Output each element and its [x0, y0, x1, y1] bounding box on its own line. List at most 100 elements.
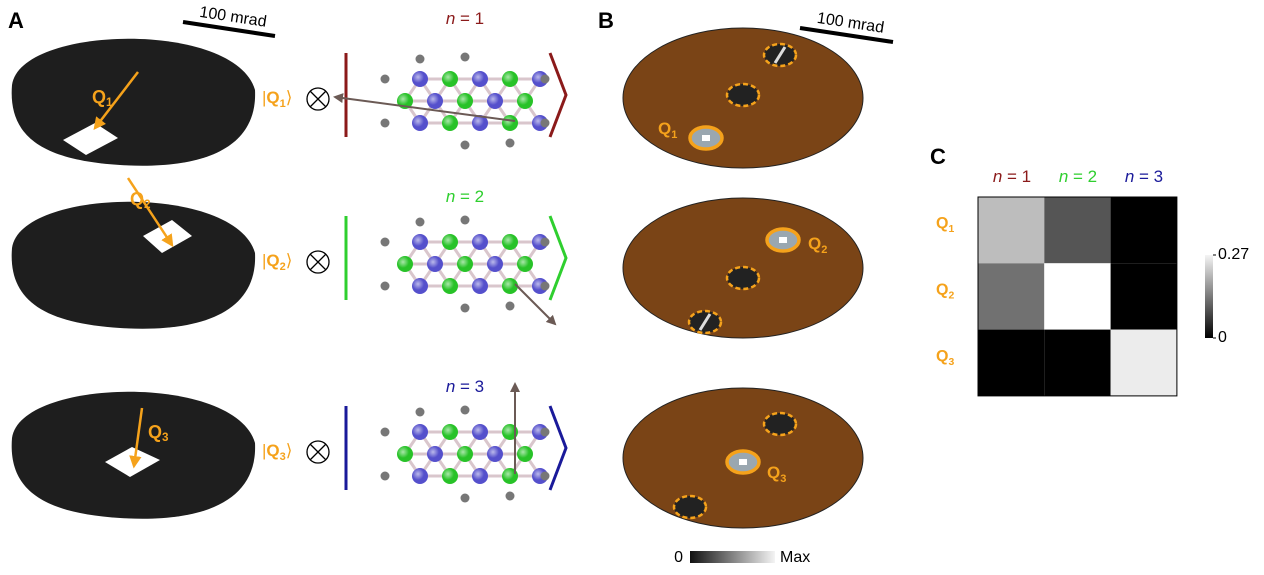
atom-shine — [442, 278, 454, 290]
atom-small — [541, 119, 550, 128]
mode-var: n — [446, 377, 455, 396]
atom-shine — [442, 424, 454, 436]
mode-label: n = 1 — [993, 167, 1031, 186]
q-main: Q — [767, 463, 780, 482]
heatmap-cell — [1044, 330, 1110, 396]
spot-dark — [764, 413, 796, 435]
atom-shine — [517, 93, 529, 105]
atom-shine — [502, 278, 514, 290]
atom-shine — [397, 446, 409, 458]
atom-small — [381, 428, 390, 437]
detector-a — [12, 202, 255, 329]
atom-small — [461, 304, 470, 313]
heatmap-cell — [1111, 197, 1177, 263]
atom-small — [461, 216, 470, 225]
atom-small — [461, 141, 470, 150]
panel-label: B — [598, 8, 614, 33]
panel-label: C — [930, 144, 946, 169]
atom-shine — [487, 256, 499, 268]
spot-core — [702, 135, 710, 141]
atom-shine — [412, 115, 424, 127]
mode-rest: = 2 — [455, 187, 484, 206]
otimes-x — [310, 444, 326, 460]
mode-label: n = 3 — [446, 377, 484, 396]
heatmap-cell — [978, 330, 1044, 396]
row-label: Q2 — [936, 282, 954, 302]
q-sub: 2 — [821, 244, 827, 256]
atom-shine — [442, 71, 454, 83]
ket-main: Q — [266, 88, 279, 107]
spot-dark — [674, 496, 706, 518]
atom-small — [461, 406, 470, 415]
atom-shine — [457, 446, 469, 458]
q-sub: 1 — [671, 129, 677, 141]
atom-shine — [487, 93, 499, 105]
ket-close: ⟩ — [286, 441, 293, 460]
spot-dark — [727, 84, 759, 106]
q-sub: 2 — [948, 290, 954, 301]
atom-small — [541, 75, 550, 84]
atom-shine — [442, 234, 454, 246]
atom-shine — [472, 71, 484, 83]
colorbar-tick-label: 0 — [1218, 329, 1227, 346]
q-main: Q — [92, 87, 106, 107]
atom-shine — [472, 468, 484, 480]
figure: ABC100 mrad100 mradQ1|Q1⟩n = 1Q2|Q2⟩n = … — [0, 0, 1264, 570]
row-label: Q1 — [936, 215, 954, 235]
q-sub: 1 — [948, 224, 954, 235]
q-main: Q — [936, 215, 948, 232]
atom-shine — [502, 424, 514, 436]
atom-shine — [517, 256, 529, 268]
q-sub: 3 — [162, 431, 169, 444]
atom-small — [541, 472, 550, 481]
atom-shine — [412, 424, 424, 436]
heatmap-cell — [1044, 197, 1110, 263]
q-sub: 2 — [144, 198, 151, 211]
ket: |Q1⟩ — [262, 88, 292, 109]
atom-shine — [442, 115, 454, 127]
intensity-min: 0 — [674, 549, 683, 566]
ket: |Q3⟩ — [262, 441, 292, 462]
colorbar — [1205, 255, 1213, 338]
atom-small — [416, 408, 425, 417]
mode-var: n — [993, 167, 1002, 186]
spot-core — [739, 459, 747, 465]
otimes-x — [310, 254, 326, 270]
otimes-x — [310, 91, 326, 107]
atom-small — [541, 238, 550, 247]
detector-a — [12, 39, 255, 166]
ket-close: ⟩ — [286, 251, 293, 270]
atom-small — [541, 428, 550, 437]
ket-right — [550, 406, 566, 490]
mode-rest: = 1 — [455, 9, 484, 28]
ket-main: Q — [266, 441, 279, 460]
mode-rest: = 3 — [455, 377, 484, 396]
spot-core — [779, 237, 787, 243]
q-sub: 1 — [106, 96, 113, 109]
heatmap-cell — [1044, 263, 1110, 329]
mode-label: n = 1 — [446, 9, 484, 28]
atom-small — [461, 494, 470, 503]
atom-shine — [412, 71, 424, 83]
atom-shine — [412, 278, 424, 290]
mode-rest: = 3 — [1134, 167, 1163, 186]
q-label: Q2 — [130, 189, 151, 211]
heatmap-cell — [978, 197, 1044, 263]
mode-var: n — [446, 187, 455, 206]
atom-small — [416, 55, 425, 64]
atom-small — [381, 472, 390, 481]
atom-small — [416, 218, 425, 227]
atom-small — [381, 75, 390, 84]
spot-dark — [727, 267, 759, 289]
atom-shine — [427, 446, 439, 458]
ket: |Q2⟩ — [262, 251, 292, 272]
mode-var: n — [446, 9, 455, 28]
atom-small — [461, 53, 470, 62]
mode-var: n — [1059, 167, 1068, 186]
q-main: Q — [808, 234, 821, 253]
atom-shine — [412, 468, 424, 480]
atom-shine — [472, 278, 484, 290]
panel-label: A — [8, 8, 24, 33]
intensity-max: Max — [780, 549, 810, 566]
heatmap-cell — [1111, 263, 1177, 329]
